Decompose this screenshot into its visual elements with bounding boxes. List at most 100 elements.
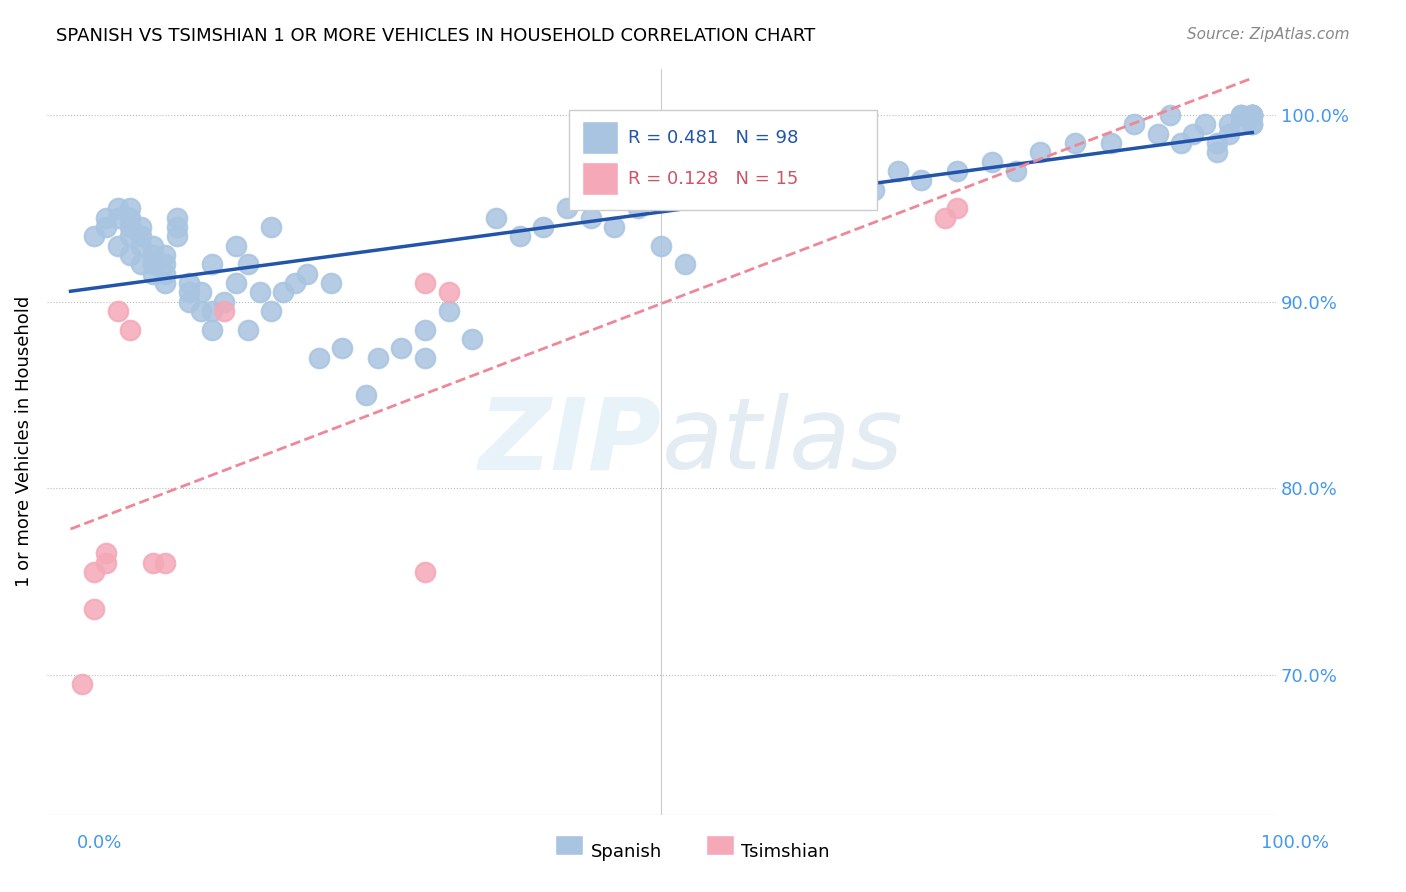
Point [1099,136,1122,150]
Point [142,248,165,262]
Point [768,164,790,178]
Point [437,285,460,300]
Point [118,220,141,235]
Point [153,267,176,281]
Point [1218,118,1240,132]
Point [153,276,176,290]
Point [166,229,188,244]
Text: 100.0%: 100.0% [1261,834,1329,852]
Point [413,276,436,290]
Point [1241,108,1264,122]
Point [236,257,259,271]
Point [118,229,141,244]
Point [107,238,129,252]
Point [1229,118,1251,132]
Point [118,211,141,225]
Point [745,183,768,197]
Point [330,341,353,355]
Point [107,304,129,318]
Point [118,202,141,216]
Point [627,202,650,216]
Point [94,211,117,225]
Point [166,211,188,225]
Point [1159,108,1181,122]
Point [131,238,153,252]
Point [131,257,153,271]
Point [391,341,413,355]
Point [118,248,141,262]
Point [1005,164,1028,178]
FancyBboxPatch shape [569,110,876,211]
Point [249,285,271,300]
Text: Source: ZipAtlas.com: Source: ZipAtlas.com [1187,27,1350,42]
Point [946,202,969,216]
Point [83,565,105,579]
Point [1241,118,1264,132]
Point [461,332,484,346]
Point [212,294,235,309]
Text: ZIP: ZIP [478,393,661,490]
Point [792,173,814,187]
Point [981,154,1004,169]
Point [83,229,105,244]
Point [1241,108,1264,122]
Point [94,546,117,560]
Point [946,164,969,178]
Point [579,211,602,225]
Point [190,285,212,300]
Point [1241,108,1264,122]
Text: 0.0%: 0.0% [77,834,122,852]
Point [1205,145,1227,160]
Point [1241,108,1264,122]
Point [413,565,436,579]
Point [142,556,165,570]
Point [887,164,910,178]
Point [1064,136,1087,150]
Point [142,267,165,281]
Point [1218,127,1240,141]
Point [153,556,176,570]
Point [1028,145,1050,160]
Text: R = 0.128   N = 15: R = 0.128 N = 15 [628,170,799,188]
Point [260,304,283,318]
Point [1241,118,1264,132]
Point [284,276,307,290]
Point [212,304,235,318]
Point [72,677,94,691]
Point [177,276,200,290]
Point [107,211,129,225]
Point [709,183,731,197]
Point [650,238,672,252]
Text: atlas: atlas [661,393,903,490]
Point [1194,118,1216,132]
Point [236,323,259,337]
Point [118,323,141,337]
Text: SPANISH VS TSIMSHIAN 1 OR MORE VEHICLES IN HOUSEHOLD CORRELATION CHART: SPANISH VS TSIMSHIAN 1 OR MORE VEHICLES … [56,27,815,45]
Point [1146,127,1168,141]
Point [1182,127,1205,141]
Y-axis label: 1 or more Vehicles in Household: 1 or more Vehicles in Household [15,296,32,587]
Point [94,220,117,235]
Point [177,285,200,300]
Point [485,211,508,225]
Point [153,257,176,271]
Point [1229,108,1251,122]
Point [177,294,200,309]
Point [225,276,247,290]
Point [509,229,531,244]
Point [142,238,165,252]
Point [153,248,176,262]
Point [367,351,389,365]
Point [1170,136,1192,150]
Point [107,202,129,216]
Point [319,276,342,290]
FancyBboxPatch shape [582,120,619,154]
Point [354,388,377,402]
Point [934,211,956,225]
Point [673,257,696,271]
Point [131,220,153,235]
Point [413,323,436,337]
Point [437,304,460,318]
Point [201,257,224,271]
Point [413,351,436,365]
